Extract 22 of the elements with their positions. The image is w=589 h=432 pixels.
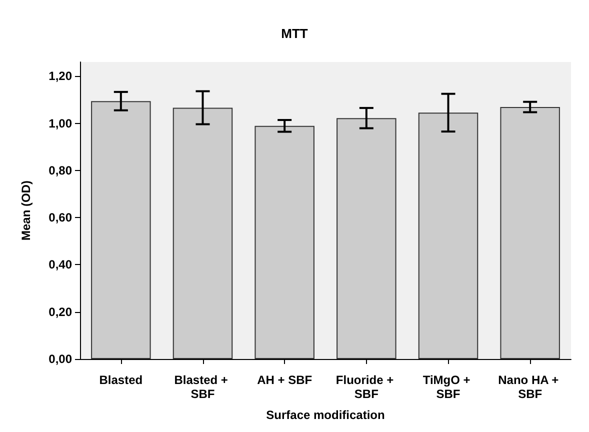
bar [500,107,560,359]
y-axis-title: Mean (OD) [19,180,33,240]
y-tick-label: 0,40 [48,258,72,272]
x-tick-label: Blasted + SBF [174,373,232,401]
x-tick-label: TiMgO + SBF [422,373,474,401]
y-tick-label: 0,80 [48,163,72,178]
chart-title: MTT [281,26,308,41]
y-tick-label: 1,20 [48,69,72,84]
x-tick-label: Nano HA + SBF [498,373,562,401]
y-tick-label: 1,00 [48,116,72,130]
bar [172,108,233,359]
y-tick-label: 0,60 [48,210,72,225]
x-axis-title: Surface modification [266,408,385,422]
y-tick-label: 0,00 [48,352,72,366]
bar [418,112,478,359]
x-tick-label: Fluoride + SBF [336,373,397,401]
bar [91,101,151,359]
bar [254,126,314,359]
x-tick-label: Blasted [99,373,143,387]
x-tick-label: AH + SBF [257,373,312,387]
y-tick-label: 0,20 [48,304,72,319]
bar [336,118,396,359]
